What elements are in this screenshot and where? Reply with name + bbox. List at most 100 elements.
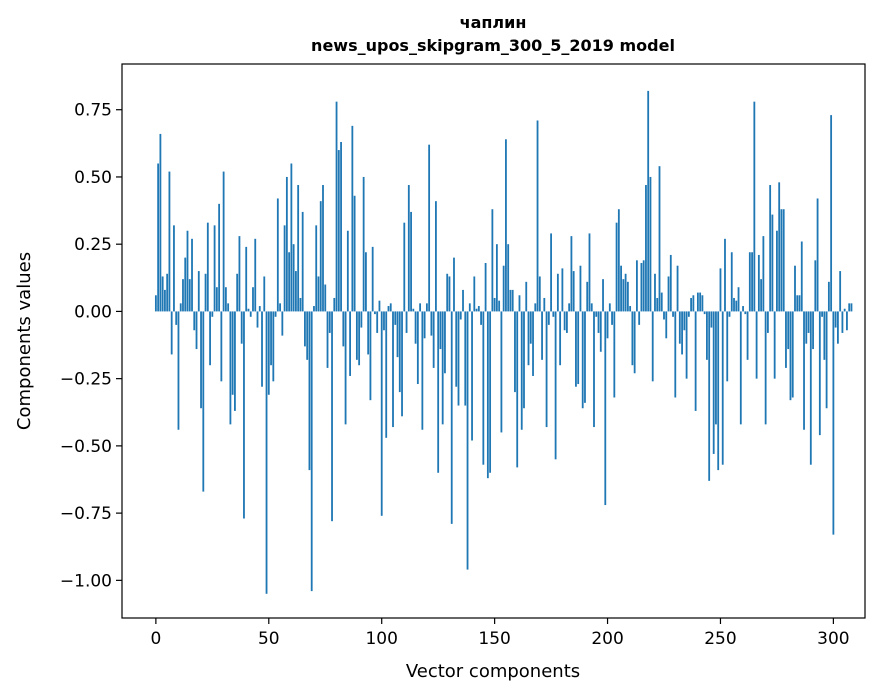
bar: [579, 265, 582, 312]
bar: [432, 311, 435, 368]
bar: [565, 311, 568, 333]
bar: [660, 292, 663, 312]
bar: [392, 311, 394, 428]
bar: [297, 185, 300, 312]
bar: [728, 311, 731, 317]
y-tick-label: −0.75: [60, 504, 112, 524]
bar: [184, 257, 187, 312]
bar: [706, 311, 708, 360]
bar: [636, 260, 638, 312]
bar: [694, 311, 697, 411]
bar: [245, 246, 248, 312]
plot-frame: [121, 63, 866, 619]
y-tick-label: −1.00: [60, 571, 112, 591]
bar: [453, 257, 455, 312]
bar: [186, 230, 189, 312]
bar: [509, 289, 512, 312]
bar: [543, 297, 546, 312]
bar: [261, 311, 263, 387]
bar: [326, 311, 329, 368]
bar: [649, 176, 652, 312]
bar: [667, 276, 670, 312]
bar: [753, 101, 756, 312]
bar: [256, 311, 259, 328]
bar: [446, 273, 449, 312]
bar: [827, 281, 830, 312]
bar: [547, 311, 550, 325]
bar: [724, 238, 726, 312]
bar: [584, 311, 586, 403]
bar: [837, 311, 839, 344]
bar: [444, 311, 446, 374]
bar: [193, 311, 196, 331]
bar: [832, 311, 835, 535]
bar: [243, 311, 245, 519]
bar: [685, 311, 688, 379]
bar: [475, 308, 478, 312]
bar: [200, 311, 202, 409]
bar: [227, 303, 230, 312]
bar: [188, 279, 191, 312]
bar: [238, 236, 241, 312]
bar: [351, 125, 354, 312]
bar: [620, 265, 622, 312]
bar: [712, 311, 715, 454]
bar: [157, 163, 160, 312]
bar: [800, 241, 803, 312]
bar: [563, 311, 566, 331]
bar: [349, 311, 351, 376]
bar: [365, 252, 367, 312]
bar: [850, 303, 853, 312]
bar: [179, 303, 182, 312]
bar: [751, 252, 753, 312]
bar: [823, 311, 826, 360]
bar: [527, 311, 530, 366]
bar: [708, 311, 711, 481]
bar: [839, 271, 842, 312]
bar: [254, 238, 257, 312]
bar: [696, 292, 699, 312]
bar: [308, 311, 311, 471]
bar: [455, 311, 458, 387]
bar: [252, 287, 254, 312]
bar: [803, 311, 805, 430]
bar: [234, 311, 236, 411]
bar: [676, 265, 679, 312]
bar: [525, 281, 528, 312]
bar: [218, 203, 221, 312]
bar: [401, 311, 403, 417]
bar: [554, 311, 557, 460]
x-tick-label: 100: [365, 629, 397, 649]
bar: [514, 311, 516, 393]
bar: [482, 311, 485, 465]
bar: [355, 311, 358, 360]
x-axis-ticks: 0 50 100 150 200 250 300: [150, 618, 850, 649]
bar: [606, 311, 609, 339]
bar: [394, 311, 397, 325]
x-axis-label: Vector components: [406, 661, 580, 682]
bar: [633, 311, 636, 374]
bar: [638, 311, 641, 325]
bar: [215, 287, 218, 312]
bar: [672, 311, 674, 317]
bar: [333, 297, 336, 312]
bar: [645, 185, 647, 312]
bar: [502, 265, 505, 312]
bar: [590, 303, 593, 312]
bar: [224, 287, 227, 312]
bar: [735, 300, 738, 312]
bar: [322, 185, 324, 312]
bar: [421, 311, 424, 430]
bar: [315, 225, 318, 312]
bar: [719, 268, 722, 312]
bar: [642, 260, 645, 312]
y-tick-label: 0.25: [74, 235, 112, 255]
bar: [593, 311, 595, 428]
bar: [164, 289, 166, 312]
bar: [534, 303, 537, 312]
bar: [821, 311, 823, 317]
bar: [175, 311, 178, 325]
bars-group: [154, 90, 853, 594]
bar: [374, 311, 376, 315]
